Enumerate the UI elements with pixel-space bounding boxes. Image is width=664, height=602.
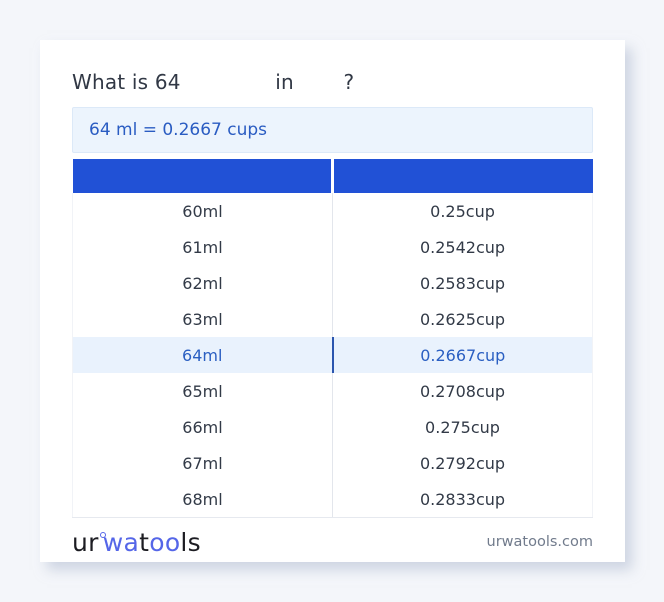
ml-cell: 66ml: [72, 409, 333, 445]
ml-cell: 65ml: [72, 373, 333, 409]
table-header-row: [72, 159, 593, 193]
cups-cell: 0.2833cup: [332, 481, 593, 518]
table-row: 66ml 0.275cup: [72, 409, 593, 445]
cups-cell: 0.2708cup: [332, 373, 593, 409]
site-domain: urwatools.com: [486, 534, 593, 550]
conversion-result-box: 64 ml = 0.2667 cups: [72, 107, 593, 153]
table-row: 62ml 0.2583cup: [72, 265, 593, 301]
cups-cell: 0.2792cup: [332, 445, 593, 481]
ml-cell: 68ml: [72, 481, 333, 518]
ml-cell: 62ml: [72, 265, 333, 301]
table-row: 67ml 0.2792cup: [72, 445, 593, 481]
cups-cell: 0.25cup: [332, 193, 593, 229]
ml-cell: 67ml: [72, 445, 333, 481]
logo-text-part: oo: [149, 527, 181, 557]
logo-ring-icon: [99, 531, 106, 538]
ml-cell: 60ml: [72, 193, 333, 229]
converter-card: What is 64 in ? 64 ml = 0.2667 cups 60ml…: [40, 40, 625, 562]
page-title: What is 64 in ?: [72, 70, 593, 94]
logo-text-part: t: [139, 527, 150, 557]
conversion-result-text: 64 ml = 0.2667 cups: [89, 120, 268, 140]
title-question-mark: ?: [343, 70, 355, 94]
table-row: 61ml 0.2542cup: [72, 229, 593, 265]
cups-cell: 0.2542cup: [332, 229, 593, 265]
conversion-table: 60ml 0.25cup 61ml 0.2542cup 62ml 0.2583cup 63m…: [72, 159, 593, 518]
logo-text-part: wa: [102, 527, 140, 557]
conversion-table-body: 60ml 0.25cup 61ml 0.2542cup 62ml 0.2583cup 63m…: [72, 193, 593, 518]
ml-cell: 64ml: [72, 337, 334, 373]
table-row: 64ml 0.2667cup: [72, 337, 593, 373]
title-prefix: What is 64: [72, 70, 181, 94]
logo-text-part: ur: [72, 527, 99, 557]
ml-cell: 61ml: [72, 229, 333, 265]
table-row: 60ml 0.25cup: [72, 193, 593, 229]
logo-text-part: ls: [180, 527, 201, 557]
urwatools-logo[interactable]: ur watools: [72, 530, 201, 555]
cups-cell: 0.275cup: [332, 409, 593, 445]
cups-cell: 0.2583cup: [332, 265, 593, 301]
table-row: 63ml 0.2625cup: [72, 301, 593, 337]
ml-cell: 63ml: [72, 301, 333, 337]
cups-cell: 0.2667cup: [332, 337, 593, 373]
cups-column-header: [332, 159, 593, 193]
table-row: 68ml 0.2833cup: [72, 481, 593, 518]
ml-column-header: [72, 159, 334, 193]
title-connector: in: [275, 70, 294, 94]
card-footer: ur watools urwatools.com: [72, 522, 593, 562]
table-row: 65ml 0.2708cup: [72, 373, 593, 409]
cups-cell: 0.2625cup: [332, 301, 593, 337]
